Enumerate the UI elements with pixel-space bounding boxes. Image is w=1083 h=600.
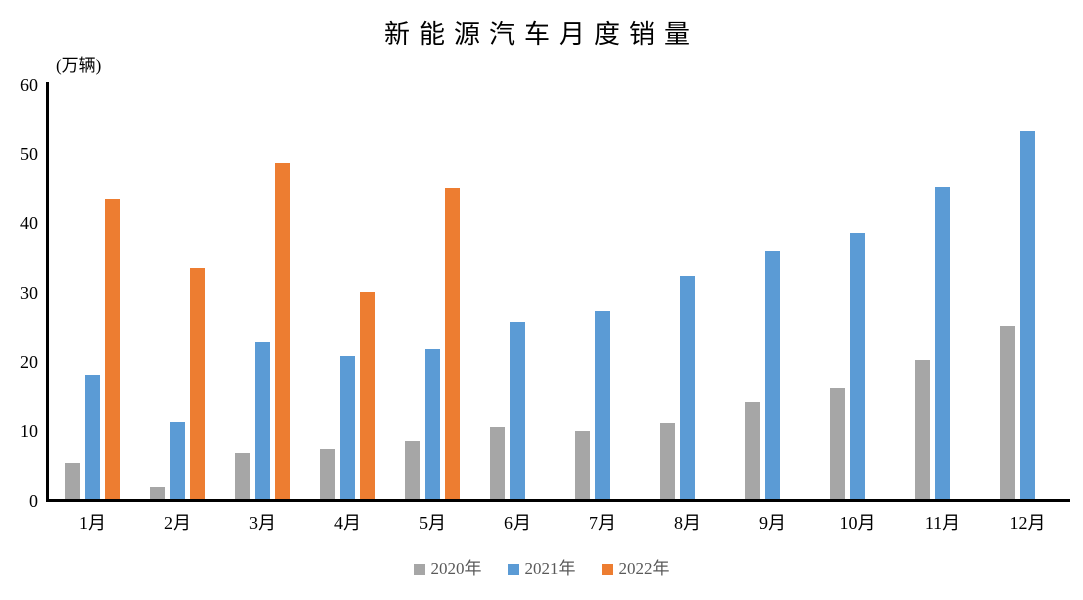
legend-swatch-icon	[601, 563, 613, 575]
y-tick-label: 40	[20, 213, 38, 234]
legend-swatch-icon	[413, 563, 425, 575]
bar-group-4月	[305, 83, 390, 499]
bar-2021年-9月	[765, 251, 780, 499]
bar-2021年-2月	[170, 422, 185, 499]
y-tick-label: 50	[20, 143, 38, 164]
x-tick-label-1月: 1月	[79, 513, 106, 533]
x-tick-label-4月: 4月	[334, 513, 361, 533]
bar-group-6月	[475, 83, 560, 499]
bar-2020年-2月	[150, 487, 165, 499]
bar-2021年-7月	[595, 311, 610, 499]
x-tick-label-8月: 8月	[674, 513, 701, 533]
legend-label: 2022年	[618, 559, 670, 578]
bar-2021年-11月	[935, 187, 950, 499]
x-tick-label-3月: 3月	[249, 513, 276, 533]
bar-group-9月	[730, 83, 815, 499]
bar-group-8月	[645, 83, 730, 499]
bar-2021年-1月	[85, 375, 100, 499]
bar-2022年-2月	[190, 268, 205, 499]
bar-2021年-6月	[510, 322, 525, 499]
bar-2020年-3月	[235, 453, 250, 499]
y-tick-label: 0	[29, 490, 38, 511]
legend-label: 2021年	[524, 559, 576, 578]
bar-2020年-5月	[405, 441, 420, 499]
y-tick-label: 10	[20, 421, 38, 442]
bar-2020年-7月	[575, 431, 590, 499]
bar-2021年-3月	[255, 342, 270, 499]
bar-group-3月	[220, 83, 305, 499]
legend-swatch-icon	[507, 563, 519, 575]
bar-2020年-6月	[490, 427, 505, 499]
bar-group-1月	[50, 83, 135, 499]
bar-2020年-9月	[745, 402, 760, 499]
x-tick-label-12月: 12月	[1009, 513, 1046, 533]
y-tick-label: 20	[20, 351, 38, 372]
bar-group-11月	[900, 83, 985, 499]
bar-2022年-5月	[445, 188, 460, 499]
y-axis-ticks: 0 10 20 30 40 50 60	[0, 0, 40, 600]
x-tick-label-2月: 2月	[164, 513, 191, 533]
bar-2022年-1月	[105, 199, 120, 499]
bar-group-5月	[390, 83, 475, 499]
bar-2021年-8月	[680, 276, 695, 499]
bar-2020年-8月	[660, 423, 675, 499]
legend-item-2022年: 2022年	[601, 559, 670, 579]
x-axis-labels: 1月 2月 3月 4月 5月 6月 7月 8月 9月 10月 11月 12月	[50, 511, 1070, 535]
bar-2020年-1月	[65, 463, 80, 499]
bar-2020年-4月	[320, 449, 335, 499]
bar-group-2月	[135, 83, 220, 499]
x-tick-label-7月: 7月	[589, 513, 616, 533]
bar-group-7月	[560, 83, 645, 499]
bar-group-12月	[985, 83, 1070, 499]
bar-2020年-11月	[915, 360, 930, 499]
legend: 2020年 2021年 2022年	[0, 559, 1083, 579]
legend-label: 2020年	[430, 559, 482, 578]
bar-2022年-4月	[360, 292, 375, 499]
y-tick-label: 60	[20, 74, 38, 95]
plot-area	[50, 83, 1070, 499]
x-tick-label-6月: 6月	[504, 513, 531, 533]
bar-2020年-12月	[1000, 326, 1015, 499]
y-axis-line	[46, 82, 49, 502]
bar-group-10月	[815, 83, 900, 499]
legend-item-2020年: 2020年	[413, 559, 482, 579]
bar-2020年-10月	[830, 388, 845, 499]
bar-2021年-10月	[850, 233, 865, 499]
x-tick-label-11月: 11月	[924, 513, 961, 533]
bar-2022年-3月	[275, 163, 290, 499]
x-tick-label-10月: 10月	[839, 513, 876, 533]
y-tick-label: 30	[20, 282, 38, 303]
bar-2021年-4月	[340, 356, 355, 499]
chart-title: 新能源汽车月度销量	[383, 20, 699, 49]
legend-item-2021年: 2021年	[507, 559, 576, 579]
x-tick-label-9月: 9月	[759, 513, 786, 533]
bar-2021年-5月	[425, 349, 440, 499]
y-axis-unit-label: (万辆)	[56, 56, 102, 75]
x-axis-line	[46, 499, 1070, 502]
x-tick-label-5月: 5月	[419, 513, 446, 533]
bar-2021年-12月	[1020, 131, 1035, 499]
